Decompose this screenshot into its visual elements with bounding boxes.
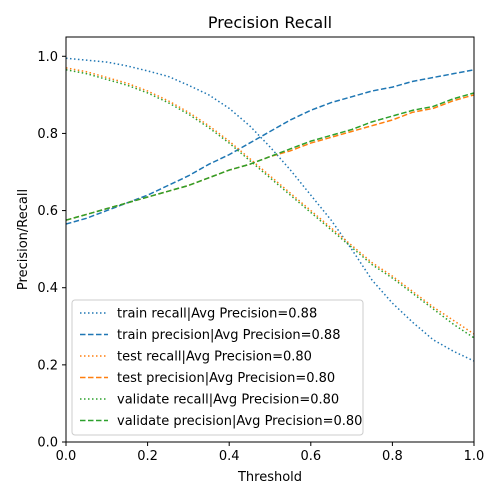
series-line-2	[66, 69, 474, 225]
y-axis-label: Precision/Recall	[16, 189, 31, 290]
x-tick-label: 0.8	[382, 449, 403, 464]
legend-label-6: validate precision|Avg Precision=0.80	[117, 414, 362, 429]
plot-frame	[65, 36, 475, 443]
series-line-3	[66, 67, 474, 335]
y-tick-label: 0.6	[37, 204, 58, 219]
x-tick-label: 0.6	[300, 449, 321, 464]
x-axis-label: Threshold	[237, 470, 302, 485]
x-tick-label: 0.2	[137, 449, 158, 464]
y-tick-label: 0.0	[37, 436, 58, 451]
y-tick-label: 0.4	[37, 281, 58, 296]
y-tick-label: 0.8	[37, 127, 58, 142]
legend-label-1: train recall|Avg Precision=0.88	[117, 307, 317, 322]
series-layer	[66, 57, 474, 362]
legend-label-5: validate recall|Avg Precision=0.80	[117, 393, 339, 408]
y-tick-label: 0.2	[37, 358, 58, 373]
legend-label-3: test recall|Avg Precision=0.80	[117, 350, 312, 365]
series-line-4	[66, 94, 474, 221]
y-axis: 0.0 0.2 0.4 0.6 0.8 1.0	[37, 50, 66, 451]
legend-label-4: test precision|Avg Precision=0.80	[117, 371, 335, 386]
x-tick-label: 0.4	[219, 449, 240, 464]
legend-label-2: train precision|Avg Precision=0.88	[117, 328, 340, 343]
y-tick-label: 1.0	[37, 50, 58, 65]
legend-box	[71, 299, 364, 436]
legend: train recall|Avg Precision=0.88 train pre…	[71, 299, 364, 436]
series-line-6	[66, 92, 474, 221]
series-line-1	[66, 57, 474, 362]
plot-area	[65, 36, 475, 443]
x-tick-label: 0.0	[56, 449, 77, 464]
chart-title: Precision Recall	[208, 13, 332, 32]
x-tick-label: 1.0	[464, 449, 485, 464]
x-axis: 0.0 0.2 0.4 0.6 0.8 1.0	[56, 442, 485, 464]
